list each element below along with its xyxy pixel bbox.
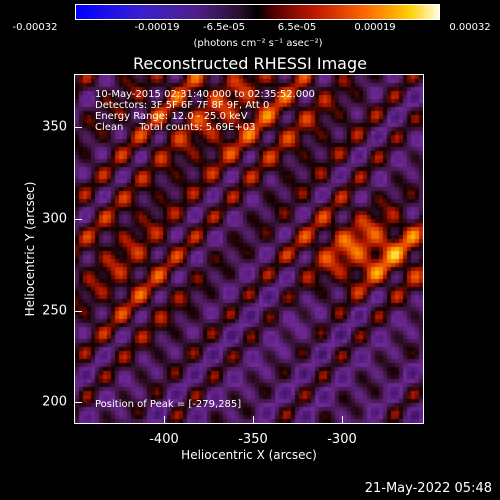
heatmap-image — [75, 75, 423, 423]
clean-counts-text: Clean Total counts: 5.69E+03 — [95, 122, 256, 133]
colorbar — [75, 4, 440, 20]
y-tick-label: 250 — [42, 303, 67, 319]
colorbar-tick: -0.00032 — [12, 22, 58, 33]
plot-area: 10-May-2015 02:31:40.000 to 02:35:52.000… — [74, 74, 424, 424]
x-tick-label: -300 — [327, 432, 357, 447]
detectors-text: Detectors: 3F 5F 6F 7F 8F 9F, Att 0 — [95, 100, 270, 111]
y-tick-label: 350 — [42, 119, 67, 135]
y-tick-label: 200 — [42, 394, 67, 410]
y-tickmark — [75, 219, 82, 220]
x-tickmark — [253, 416, 254, 423]
y-tickmark — [75, 311, 82, 312]
colorbar-tick: -0.00019 — [134, 22, 180, 33]
x-axis-label: Heliocentric X (arcsec) — [181, 448, 317, 462]
x-tickmark — [342, 416, 343, 423]
colorbar-tick: -6.5e-05 — [203, 22, 245, 33]
y-tickmark — [75, 127, 82, 128]
energy-range-text: Energy Range: 12.0 - 25.0 keV — [95, 111, 248, 122]
footer-date: 21-May-2022 05:48 — [364, 481, 492, 496]
chart-title: Reconstructed RHESSI Image — [133, 54, 367, 73]
y-tickmark — [75, 402, 82, 403]
x-tick-label: -400 — [149, 432, 179, 447]
y-axis-label: Heliocentric Y (arcsec) — [23, 181, 37, 317]
x-tickmark — [164, 416, 165, 423]
colorbar-unit-label: (photons cm⁻² s⁻¹ asec⁻²) — [193, 38, 323, 49]
time-range-text: 10-May-2015 02:31:40.000 to 02:35:52.000 — [95, 89, 315, 100]
y-tick-label: 300 — [42, 211, 67, 227]
colorbar-tick: 6.5e-05 — [277, 22, 317, 33]
colorbar-tick: 0.00032 — [449, 22, 491, 33]
colorbar-tick: 0.00019 — [354, 22, 396, 33]
peak-position-text: Position of Peak = [-279,285] — [95, 399, 242, 410]
x-tick-label: -350 — [238, 432, 268, 447]
